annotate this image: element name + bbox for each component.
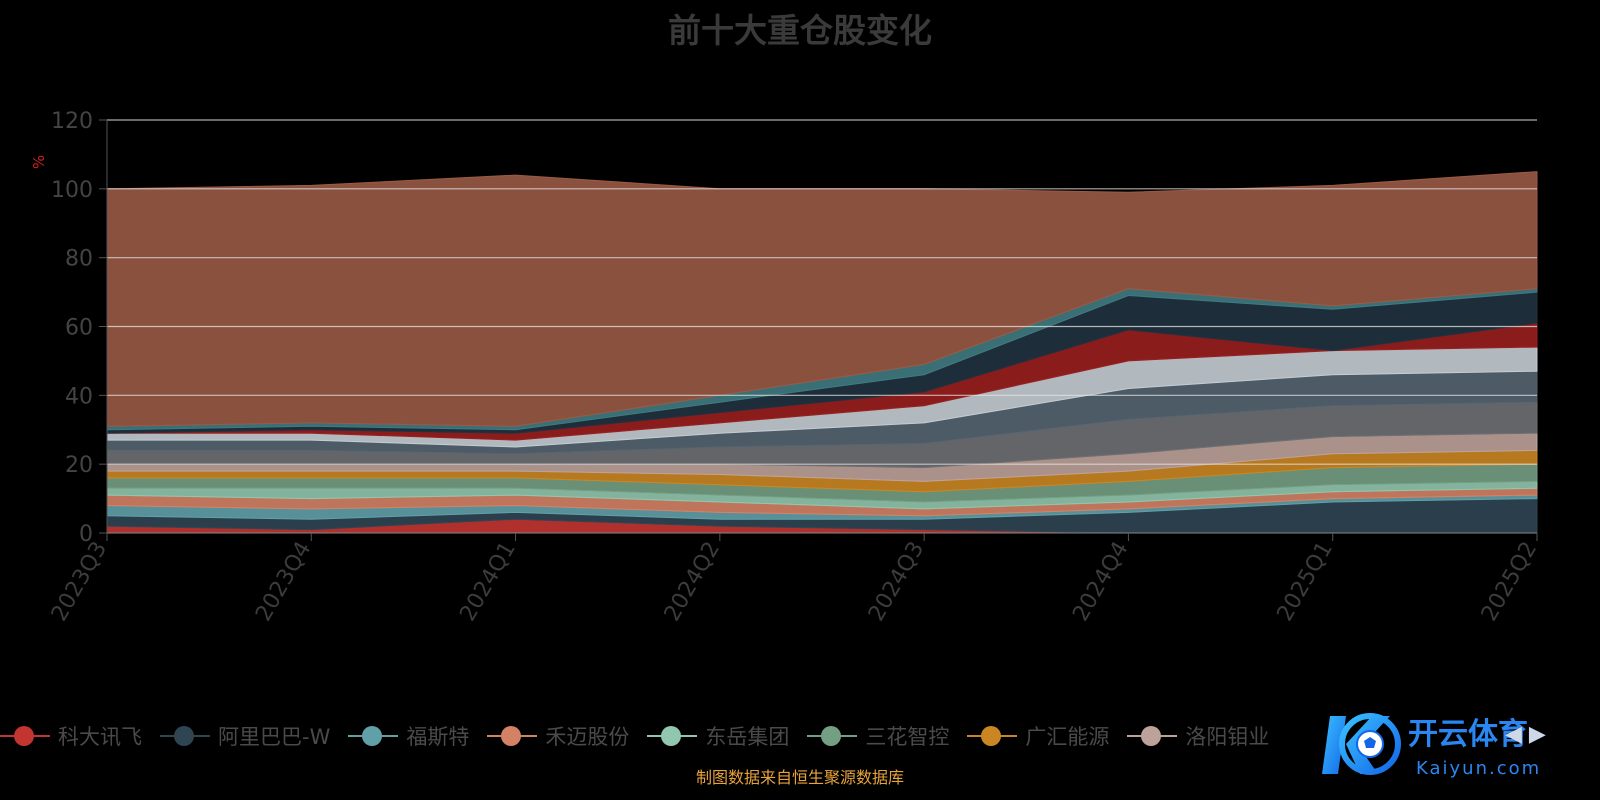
legend: 科大讯飞 阿里巴巴-W 福斯特 禾迈股份 东岳集团 三花智控 广汇能源 洛阳钼业: [0, 718, 1287, 754]
y-axis-label: %: [30, 155, 48, 169]
x-tick-label-2: 2024Q1: [455, 538, 520, 626]
legend-label: 广汇能源: [1025, 725, 1110, 749]
legend-label: 东岳集团: [705, 725, 790, 749]
legend-item-3[interactable]: 禾迈股份: [487, 721, 629, 751]
legend-label: 阿里巴巴-W: [218, 725, 331, 749]
legend-swatch-icon: [807, 726, 858, 746]
legend-label: 福斯特: [406, 725, 470, 749]
legend-swatch-icon: [487, 726, 538, 746]
x-tick-label-0: 2023Q3: [47, 538, 112, 626]
legend-swatch-icon: [1127, 726, 1178, 746]
legend-label: 禾迈股份: [545, 725, 630, 749]
y-tick-label-60: 60: [65, 316, 93, 341]
legend-item-7[interactable]: 洛阳钼业: [1127, 721, 1269, 751]
y-tick-label-0: 0: [79, 522, 93, 547]
y-tick-label-100: 100: [51, 178, 93, 203]
x-tick-label-3: 2024Q2: [660, 538, 725, 626]
legend-swatch-icon: [160, 726, 210, 746]
legend-label: 科大讯飞: [58, 725, 142, 749]
legend-label: 洛阳钼业: [1185, 725, 1270, 749]
legend-label: 三花智控: [865, 725, 950, 749]
y-tick-label-20: 20: [65, 453, 93, 478]
y-tick-label-120: 120: [51, 109, 93, 134]
legend-swatch-icon: [0, 726, 50, 746]
x-tick-label-1: 2023Q4: [251, 538, 316, 626]
x-tick-label-7: 2025Q2: [1477, 538, 1542, 626]
chart-title: 前十大重仓股变化: [668, 11, 932, 50]
legend-item-0[interactable]: 科大讯飞: [0, 721, 142, 751]
legend-page-arrows[interactable]: ◀ ▶: [1505, 722, 1546, 747]
x-tick-label-4: 2024Q3: [864, 538, 929, 626]
legend-item-4[interactable]: 东岳集团: [647, 721, 789, 751]
y-tick-label-80: 80: [65, 247, 93, 272]
watermark-logo: 开云体育 Kaiyun.com: [1312, 700, 1600, 790]
legend-swatch-icon: [967, 726, 1018, 746]
legend-swatch-icon: [647, 726, 698, 746]
legend-item-1[interactable]: 阿里巴巴-W: [160, 721, 330, 751]
legend-swatch-icon: [348, 726, 399, 746]
legend-item-6[interactable]: 广汇能源: [967, 721, 1109, 751]
x-tick-label-5: 2024Q4: [1068, 538, 1133, 626]
y-tick-label-40: 40: [65, 384, 93, 409]
legend-item-5[interactable]: 三花智控: [807, 721, 949, 751]
area-series-14: [106, 171, 1538, 427]
legend-item-2[interactable]: 福斯特: [348, 721, 469, 751]
watermark-brand-en: Kaiyun.com: [1416, 758, 1541, 779]
watermark-logo-icon: 开云体育 Kaiyun.com: [1322, 713, 1541, 779]
source-note: 制图数据来自恒生聚源数据库: [695, 768, 904, 787]
x-tick-label-6: 2025Q1: [1273, 538, 1338, 626]
watermark-brand-cn: 开云体育: [1408, 717, 1528, 752]
